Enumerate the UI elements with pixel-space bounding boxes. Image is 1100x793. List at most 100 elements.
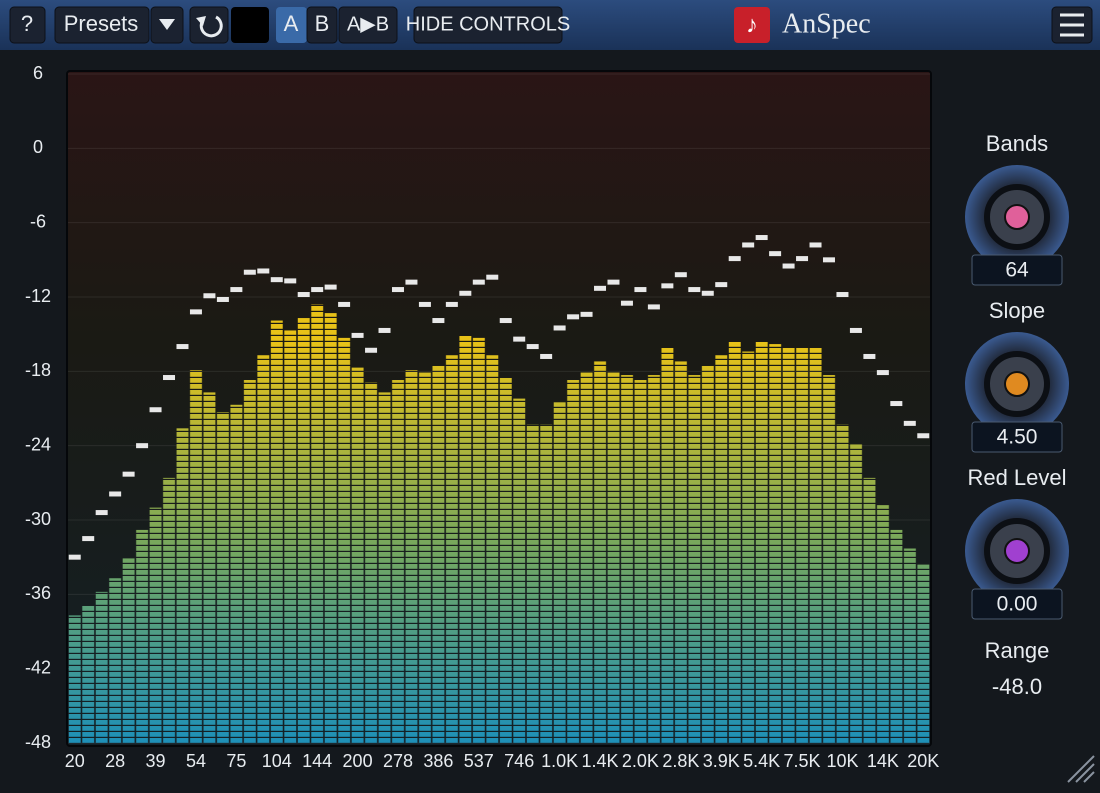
peak-marker bbox=[849, 327, 862, 333]
bar bbox=[391, 380, 405, 743]
bar bbox=[472, 337, 486, 743]
resize-grip[interactable] bbox=[1067, 755, 1095, 783]
peak-marker bbox=[189, 309, 202, 315]
bar bbox=[768, 344, 782, 743]
hide-controls-label: HIDE CONTROLS bbox=[406, 13, 570, 35]
peak-marker bbox=[297, 292, 310, 298]
peak-marker bbox=[594, 285, 607, 291]
bar bbox=[310, 304, 324, 743]
control-label: Red Level bbox=[967, 465, 1066, 490]
peak-marker bbox=[647, 304, 660, 310]
peak-marker bbox=[95, 510, 108, 516]
y-tick-label: -24 bbox=[25, 434, 51, 454]
color-swatch[interactable] bbox=[231, 7, 269, 43]
copy-a-to-b-button[interactable] bbox=[338, 6, 398, 44]
bar bbox=[916, 564, 930, 743]
x-tick-label: 10K bbox=[826, 751, 858, 771]
x-tick-label: 20 bbox=[65, 751, 85, 771]
bar bbox=[323, 313, 338, 743]
x-tick-label: 104 bbox=[262, 751, 292, 771]
presets-label: Presets bbox=[64, 11, 139, 36]
value-box bbox=[971, 254, 1063, 286]
peak-marker bbox=[674, 272, 687, 278]
peak-marker bbox=[149, 407, 162, 413]
bar bbox=[458, 335, 473, 743]
bar bbox=[162, 477, 176, 743]
control-value: 64 bbox=[1005, 259, 1029, 282]
bar bbox=[620, 375, 634, 743]
peak-marker bbox=[472, 279, 485, 285]
bar bbox=[552, 402, 567, 743]
peaks bbox=[68, 235, 930, 560]
bar bbox=[377, 392, 392, 743]
x-tick-label: 2.0K bbox=[622, 751, 659, 771]
bar bbox=[499, 377, 513, 743]
bars bbox=[68, 304, 930, 743]
peak-marker bbox=[769, 251, 782, 257]
bar bbox=[822, 375, 836, 743]
x-tick-label: 54 bbox=[186, 751, 206, 771]
x-tick-label: 75 bbox=[226, 751, 246, 771]
bar bbox=[714, 355, 728, 743]
bar bbox=[566, 380, 580, 743]
peak-marker bbox=[82, 536, 95, 542]
peak-marker bbox=[580, 311, 593, 317]
peak-marker bbox=[836, 292, 849, 298]
bar bbox=[876, 505, 890, 743]
peak-marker bbox=[284, 278, 297, 284]
x-tick-label: 39 bbox=[146, 751, 166, 771]
bar bbox=[606, 372, 621, 743]
dropdown-arrow bbox=[159, 19, 175, 30]
b-button[interactable] bbox=[306, 6, 338, 44]
x-tick-label: 386 bbox=[423, 751, 453, 771]
bar bbox=[485, 355, 499, 743]
peak-marker bbox=[68, 554, 81, 560]
peak-marker bbox=[257, 268, 270, 274]
bar bbox=[687, 375, 702, 743]
peak-marker bbox=[809, 242, 822, 248]
peak-marker bbox=[567, 314, 580, 320]
peak-marker bbox=[136, 443, 149, 449]
peak-marker bbox=[445, 301, 458, 307]
bar bbox=[108, 578, 122, 743]
peak-marker bbox=[917, 433, 930, 439]
peak-marker bbox=[742, 242, 755, 248]
reset-arrow bbox=[196, 16, 206, 26]
peak-marker bbox=[338, 301, 351, 307]
app-name: AnSpec bbox=[782, 8, 871, 39]
bar bbox=[189, 370, 203, 743]
peak-marker bbox=[620, 300, 633, 306]
bar bbox=[727, 341, 742, 743]
x-tick-label: 7.5K bbox=[784, 751, 821, 771]
logo-mark: ♪ bbox=[746, 11, 758, 38]
value-box bbox=[971, 421, 1063, 453]
control-label: Slope bbox=[989, 298, 1045, 323]
peak-marker bbox=[513, 336, 526, 342]
peak-marker bbox=[796, 256, 809, 262]
a-button[interactable] bbox=[276, 7, 307, 43]
peak-marker bbox=[230, 287, 243, 293]
hide-controls-button[interactable] bbox=[413, 6, 563, 44]
bar bbox=[135, 529, 149, 743]
menu-icon bbox=[1060, 13, 1084, 37]
bar bbox=[674, 361, 688, 743]
bar bbox=[889, 529, 904, 743]
peak-marker bbox=[701, 290, 714, 296]
range-label: Range bbox=[985, 638, 1050, 663]
peak-marker bbox=[365, 347, 378, 353]
y-tick-label: -6 bbox=[30, 211, 46, 231]
peak-marker bbox=[122, 471, 135, 477]
bar bbox=[404, 370, 419, 743]
knob-center bbox=[1004, 538, 1030, 564]
bar bbox=[418, 372, 432, 743]
reset-icon bbox=[199, 15, 223, 38]
presets-button[interactable] bbox=[54, 6, 150, 44]
bar bbox=[243, 380, 257, 743]
peak-marker bbox=[459, 290, 472, 296]
bar bbox=[431, 365, 446, 743]
bar bbox=[175, 428, 190, 743]
x-tick-label: 1.0K bbox=[541, 751, 578, 771]
peak-marker bbox=[418, 301, 431, 307]
help-button[interactable] bbox=[9, 6, 46, 44]
x-tick-label: 144 bbox=[302, 751, 332, 771]
